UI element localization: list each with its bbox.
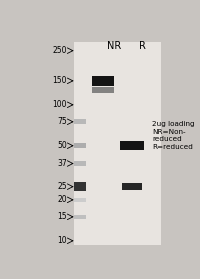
Text: 75: 75 (57, 117, 67, 126)
Text: 25: 25 (57, 182, 67, 191)
Text: 37: 37 (57, 159, 67, 168)
Text: 10: 10 (57, 236, 67, 245)
Bar (122, 183, 142, 190)
Text: R: R (139, 40, 145, 50)
Text: NR: NR (107, 40, 121, 50)
Bar (92, 76, 114, 86)
Bar (120, 141, 144, 150)
Bar (74, 215, 86, 219)
Bar (74, 198, 86, 202)
Text: 15: 15 (57, 212, 67, 221)
Text: 2ug loading
NR=Non-
reduced
R=reduced: 2ug loading NR=Non- reduced R=reduced (152, 121, 195, 150)
Bar (74, 182, 86, 191)
Bar (74, 161, 86, 166)
Bar (74, 119, 86, 124)
Bar (74, 143, 86, 148)
Text: 50: 50 (57, 141, 67, 150)
Text: 250: 250 (52, 46, 67, 55)
Text: 20: 20 (57, 195, 67, 204)
Text: 150: 150 (52, 76, 67, 85)
Bar (92, 87, 114, 93)
Bar (74, 42, 161, 245)
Text: 100: 100 (52, 100, 67, 109)
